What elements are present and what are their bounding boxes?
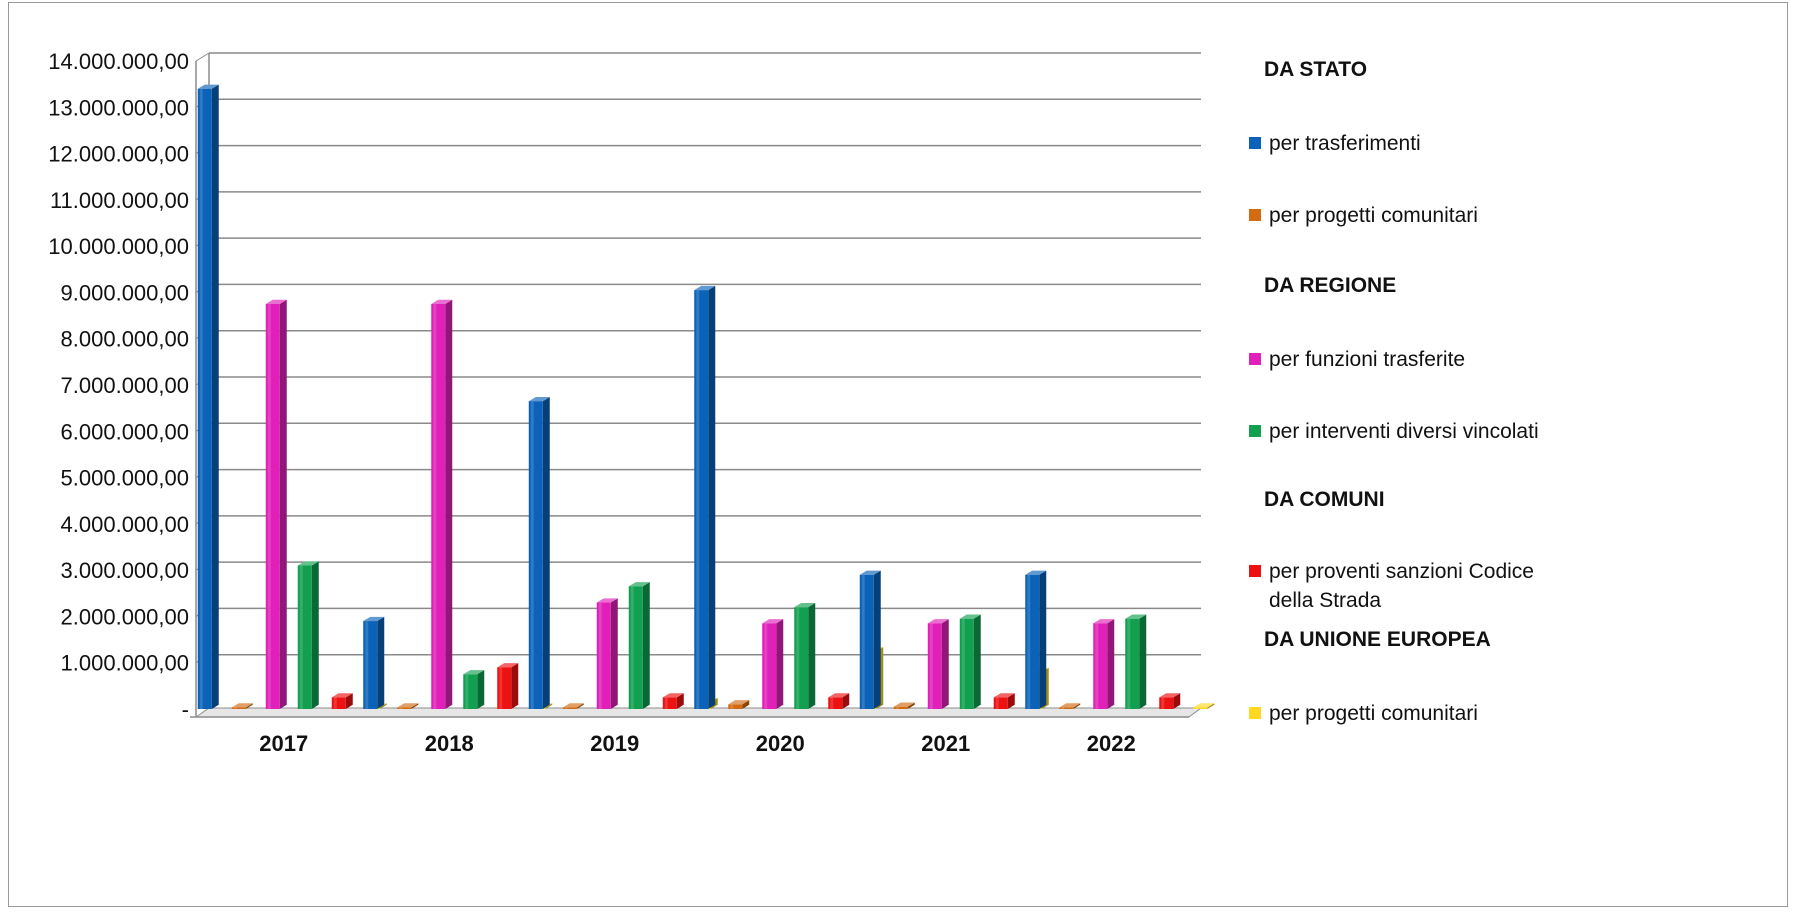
chart-frame: - 1.000.000,00 2.000.000,00 3.000.000,00 4.0… [8, 2, 1788, 907]
bar-2019-series-1 [562, 703, 584, 709]
bar-2020-series-1 [728, 700, 750, 709]
legend-swatch [1249, 137, 1261, 149]
bar-2020-series-4 [828, 693, 850, 709]
gridline-side [195, 52, 210, 62]
legend-group-header: DA COMUNI [1264, 488, 1385, 511]
bar-2019-series-3 [628, 582, 650, 709]
y-tick-label: 6.000.000,00 [61, 419, 189, 444]
y-tick-label: 5.000.000,00 [61, 466, 189, 491]
y-tick-label: 2.000.000,00 [61, 604, 189, 629]
legend-group-header: DA REGIONE [1264, 274, 1396, 297]
bar-2022-series-4 [1159, 693, 1181, 709]
bar-chart: - 1.000.000,00 2.000.000,00 3.000.000,00 4.0… [48, 49, 1539, 756]
bar-2021-series-3 [959, 614, 981, 709]
legend-label: della Strada [1269, 589, 1381, 612]
bar-2022-series-1 [1059, 703, 1081, 709]
y-tick-label: 7.000.000,00 [61, 373, 189, 398]
x-tick-label: 2020 [756, 731, 805, 756]
bar-2022-series-0 [1025, 570, 1047, 709]
bar-2017-series-3 [297, 561, 319, 709]
legend-swatch [1249, 707, 1261, 719]
legend-label: per interventi diversi vincolati [1269, 420, 1539, 443]
y-tick-label: 13.000.000,00 [48, 95, 189, 120]
bar-2021-series-4 [993, 693, 1015, 709]
y-tick-label: - [182, 697, 189, 722]
bar-2021-series-0 [859, 570, 881, 709]
bar-2020-series-3 [794, 602, 816, 709]
bar-2019-series-4 [662, 693, 684, 709]
legend-label: per progetti comunitari [1269, 204, 1478, 227]
chart-floor [194, 707, 1203, 718]
bar-2022-series-3 [1125, 614, 1147, 709]
bar-2018-series-2 [431, 299, 453, 709]
x-tick-label: 2018 [425, 731, 474, 756]
bar-2021-series-2 [927, 619, 949, 709]
legend-swatch [1249, 353, 1261, 365]
legend-group-header: DA STATO [1264, 58, 1367, 81]
x-tick-label: 2017 [259, 731, 308, 756]
y-tick-label: 11.000.000,00 [50, 188, 189, 213]
x-tick-label: 2022 [1087, 731, 1136, 756]
legend-label: per trasferimenti [1269, 132, 1421, 155]
x-tick-label: 2019 [590, 731, 639, 756]
legend-label: per proventi sanzioni Codice [1269, 560, 1534, 583]
bar-2020-series-2 [762, 619, 784, 709]
bar-2019-series-2 [596, 598, 618, 709]
y-tick-label: 14.000.000,00 [48, 49, 189, 74]
y-tick-label: 12.000.000,00 [48, 142, 189, 167]
legend-group-header: DA UNIONE EUROPEA [1264, 628, 1491, 651]
bar-2022-series-5 [1193, 703, 1215, 709]
bar-2018-series-0 [363, 616, 385, 709]
y-tick-label: 3.000.000,00 [61, 558, 189, 583]
bar-2019-series-0 [528, 397, 550, 709]
legend-swatch [1249, 425, 1261, 437]
bar-2017-series-0 [197, 84, 219, 710]
y-tick-label: 8.000.000,00 [61, 327, 189, 352]
bar-2018-series-1 [397, 703, 419, 709]
bar-2018-series-4 [497, 663, 519, 709]
x-tick-label: 2021 [921, 731, 970, 756]
bar-2017-series-4 [331, 693, 353, 709]
y-tick-label: 10.000.000,00 [48, 234, 189, 259]
bar-2017-series-2 [265, 299, 287, 709]
bar-2022-series-2 [1093, 619, 1115, 709]
legend-swatch [1249, 209, 1261, 221]
bar-2017-series-1 [231, 703, 253, 709]
bar-2021-series-1 [893, 702, 915, 709]
bar-2018-series-3 [463, 670, 485, 709]
y-tick-label: 1.000.000,00 [61, 651, 189, 676]
legend-label: per funzioni trasferite [1269, 348, 1465, 371]
bar-2020-series-0 [694, 285, 716, 709]
legend-label: per progetti comunitari [1269, 702, 1478, 725]
y-tick-label: 9.000.000,00 [61, 280, 189, 305]
y-tick-label: 4.000.000,00 [61, 512, 189, 537]
legend-swatch [1249, 565, 1261, 577]
